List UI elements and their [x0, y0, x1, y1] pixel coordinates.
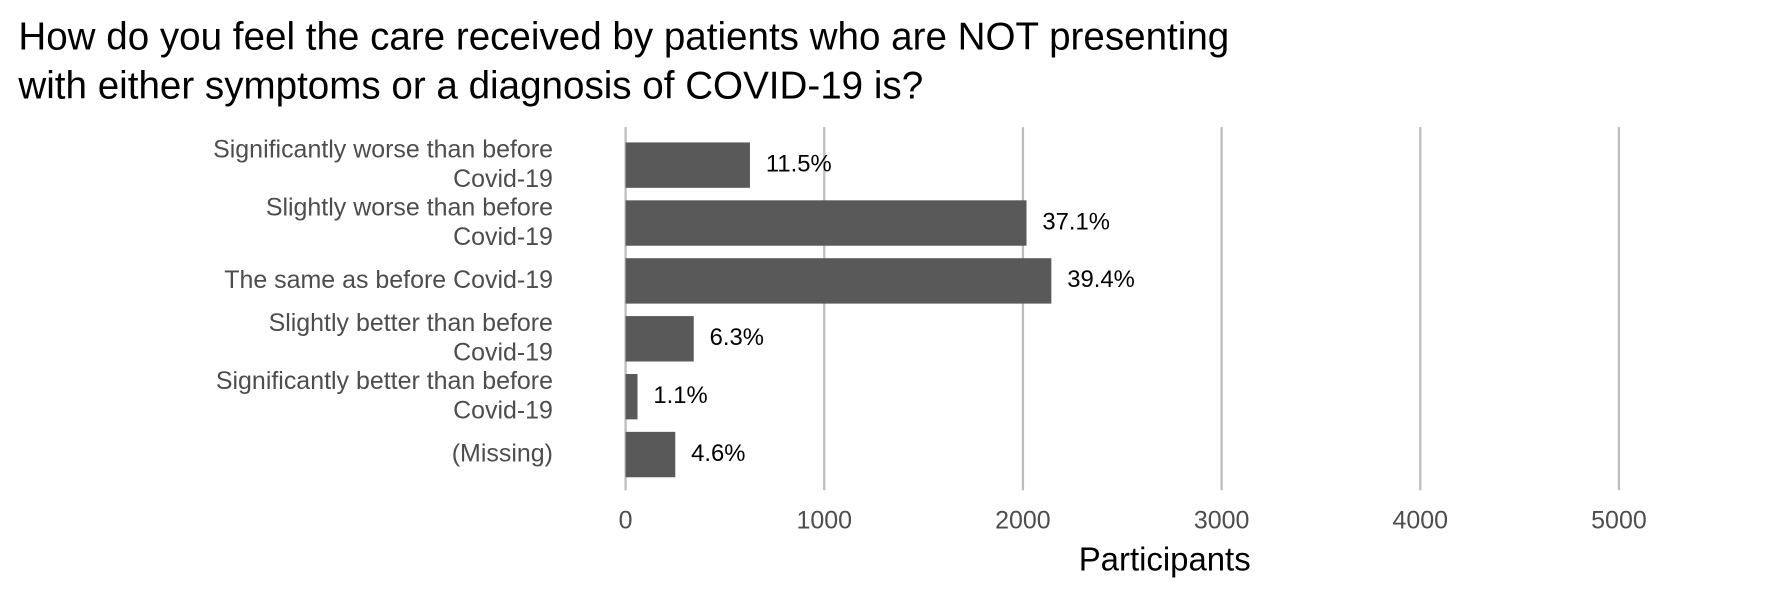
chart-title: How do you feel the care received by pat…	[17, 16, 1229, 108]
value-label: 6.3%	[710, 324, 764, 351]
x-tick-label: 4000	[1393, 507, 1449, 535]
x-tick-label: 5000	[1591, 507, 1647, 535]
bar	[625, 316, 694, 362]
x-tick-label: 0	[619, 507, 633, 535]
bar	[625, 258, 1052, 304]
bar	[625, 200, 1027, 246]
y-tick-label-line: Significantly better than before	[216, 367, 553, 395]
value-label: 4.6%	[691, 440, 745, 467]
value-label: 37.1%	[1042, 208, 1110, 235]
y-tick-label: Slightly worse than before Covid-19	[266, 193, 553, 251]
x-axis-title: Participants	[1079, 541, 1251, 578]
x-tick-label: 2000	[995, 507, 1051, 535]
y-tick-label: Slightly better than before Covid-19	[269, 309, 553, 367]
x-tick-label: 1000	[797, 507, 853, 535]
y-tick-label: Significantly worse than before Covid-19	[213, 135, 553, 193]
y-tick-label-line: Significantly worse than before	[213, 135, 553, 163]
y-tick-label-line: Covid-19	[453, 222, 553, 250]
y-tick-label-line: Slightly worse than before	[266, 193, 553, 221]
y-tick-label-line: Covid-19	[453, 164, 553, 192]
y-tick-label-line: Covid-19	[453, 338, 553, 366]
y-tick-label-line: Slightly better than before	[269, 309, 553, 337]
y-tick-label-line: The same as before Covid-19	[224, 266, 553, 294]
bar	[625, 142, 750, 188]
x-tick-label: 3000	[1194, 507, 1250, 535]
y-tick-label: Significantly better than before Covid-19	[216, 367, 553, 425]
value-label: 39.4%	[1067, 266, 1135, 293]
value-label: 1.1%	[653, 382, 707, 409]
y-tick-label: The same as before Covid-19	[224, 266, 553, 294]
bar	[625, 431, 676, 478]
y-tick-label: (Missing)	[452, 439, 553, 467]
value-label: 11.5%	[766, 150, 832, 177]
chart-title-line: with either symptoms or a diagnosis of C…	[17, 65, 923, 108]
chart-title-line: How do you feel the care received by pat…	[18, 16, 1229, 59]
y-tick-label-line: Covid-19	[453, 396, 553, 424]
bar	[625, 373, 638, 420]
y-tick-label-line: (Missing)	[452, 439, 553, 467]
